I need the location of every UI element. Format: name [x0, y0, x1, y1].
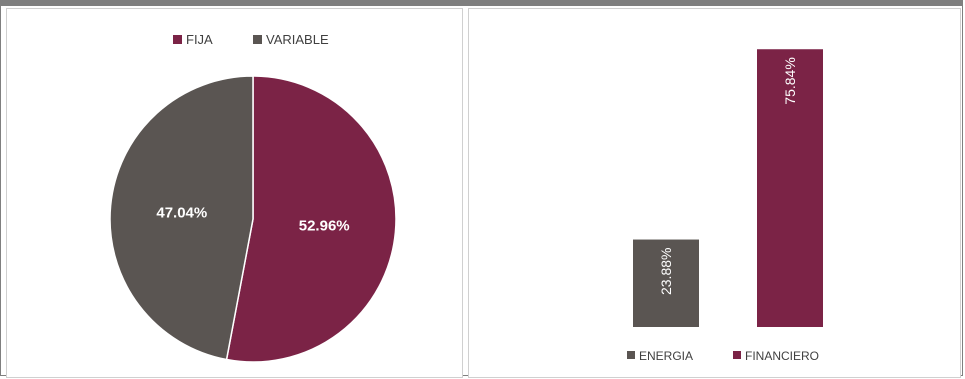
legend-swatch-energia [627, 351, 635, 359]
legend-label-financiero: FINANCIERO [745, 349, 819, 363]
bar-energia [633, 239, 699, 327]
pie-chart-panel: FIJA VARIABLE 52.96% 47.04% [6, 8, 463, 378]
bar-data-label-energia: 23.88% [658, 248, 674, 295]
pie-chart: FIJA VARIABLE 52.96% 47.04% [109, 32, 397, 363]
pie-data-label-variable: 47.04% [156, 204, 207, 221]
bar-chart: 23.88% 75.84% ENERGIA FINANCIERO [627, 49, 823, 363]
legend-label-fija: FIJA [186, 32, 213, 47]
legend-label-variable: VARIABLE [266, 32, 329, 47]
pie-slice-fija [225, 75, 397, 363]
bar-chart-panel: 23.88% 75.84% ENERGIA FINANCIERO [468, 8, 961, 378]
pie-data-label-fija: 52.96% [299, 218, 350, 235]
bar-financiero [757, 49, 823, 328]
pie-slice-variable [109, 75, 254, 361]
bar-data-label-financiero: 75.84% [782, 57, 798, 104]
legend-swatch-variable [253, 35, 262, 44]
legend-swatch-fija [173, 35, 182, 44]
legend-swatch-financiero [733, 351, 741, 359]
legend-label-energia: ENERGIA [639, 349, 693, 363]
